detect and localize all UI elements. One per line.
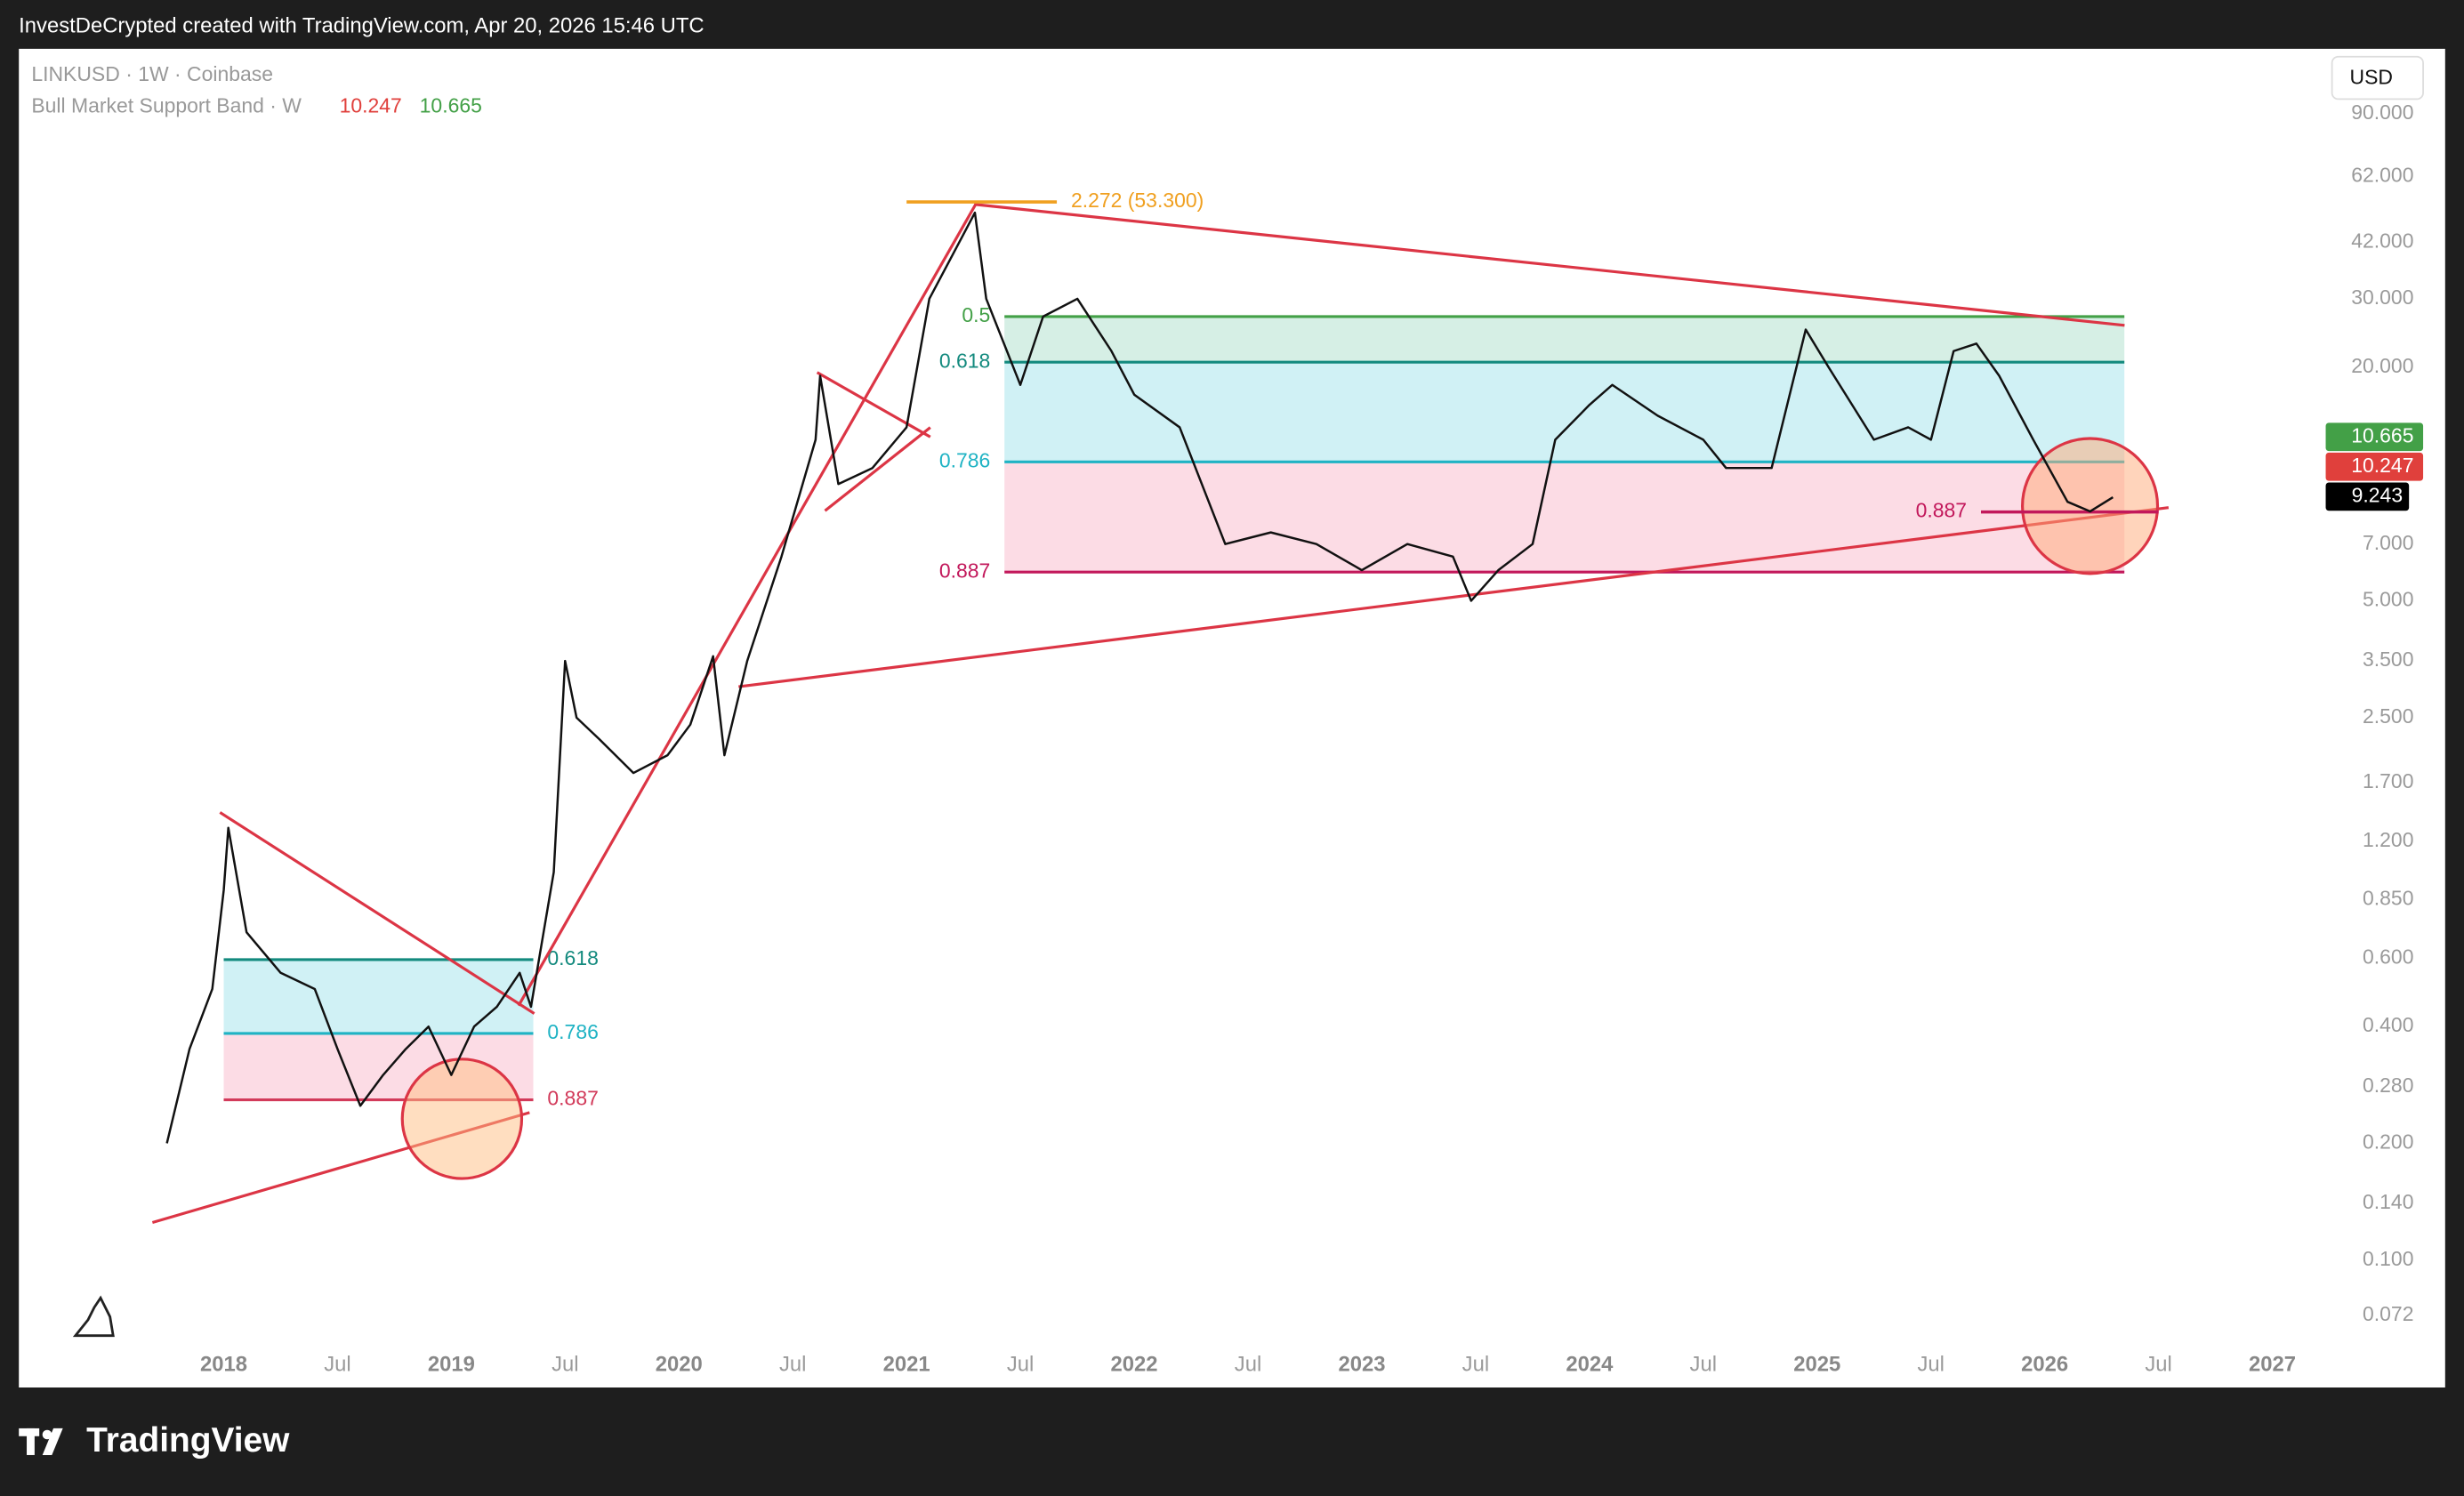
x-tick-label: Jul [1007, 1353, 1034, 1377]
x-tick-label: Jul [1462, 1353, 1489, 1377]
trendlines [151, 200, 2170, 1225]
y-tick-label: 30.000 [2351, 286, 2413, 309]
currency-button[interactable] [2331, 55, 2424, 101]
trendline [824, 426, 931, 512]
y-tick-label: 2.500 [2363, 704, 2413, 728]
fib-label: 0.786 [939, 448, 990, 471]
fib-label: 0.887 [547, 1087, 598, 1110]
x-tick-label: Jul [552, 1353, 578, 1377]
price-badge-text: 9.243 [2352, 483, 2403, 506]
x-tick-label: Jul [2145, 1353, 2171, 1377]
y-tick-label: 20.000 [2351, 354, 2413, 377]
fib-band [223, 959, 534, 1034]
y-tick-label: 0.600 [2363, 945, 2413, 968]
x-tick-label: 2022 [1111, 1353, 1158, 1377]
y-tick-label: 90.000 [2351, 101, 2413, 124]
price-badge-text: 10.665 [2351, 423, 2413, 446]
x-tick-label: Jul [779, 1353, 806, 1377]
header-text: InvestDeCrypted created with TradingView… [19, 13, 704, 37]
symbol-label: LINKUSD · 1W · Coinbase [31, 62, 273, 85]
price-badge [2325, 482, 2410, 511]
currency-label[interactable]: USD [2350, 65, 2393, 88]
chart-panel [19, 48, 2445, 1387]
y-tick-label: 7.000 [2363, 531, 2413, 554]
price-badge [2325, 422, 2424, 452]
indicator-value: 10.247 [340, 93, 402, 117]
x-tick-label: 2026 [2021, 1353, 2068, 1377]
tv-logo-icon [19, 1428, 63, 1455]
x-tick-label: Jul [1917, 1353, 1944, 1377]
indicator-label: Bull Market Support Band · W [31, 93, 302, 117]
price-badge [2325, 452, 2424, 481]
level-label: 2.272 (53.300) [1071, 189, 1204, 212]
level-label: 0.887 [1916, 499, 1967, 522]
trendline [738, 506, 2170, 688]
y-tick-label: 1.200 [2363, 828, 2413, 851]
y-tick-label: 1.700 [2363, 769, 2413, 792]
fib-band [1004, 316, 2125, 363]
x-tick-label: 2021 [883, 1353, 930, 1377]
x-tick-label: 2018 [200, 1353, 247, 1377]
fib-band [1004, 362, 2125, 462]
x-tick-label: Jul [1235, 1353, 1261, 1377]
plot: 90.000 62.000 42.000 30.000 20.000 7.000 5.000… [165, 101, 2413, 1377]
tv-watermark [72, 1295, 115, 1338]
logo-part [42, 1428, 63, 1455]
price-badge-text: 10.247 [2351, 454, 2413, 477]
fib-label: 0.5 [962, 303, 990, 326]
y-tick-label: 0.280 [2363, 1074, 2413, 1097]
x-tick-label: 2020 [656, 1353, 703, 1377]
fib-band [1004, 462, 2125, 573]
x-tick-label: 2024 [1566, 1353, 1614, 1377]
x-tick-label: Jul [324, 1353, 350, 1377]
fib-label: 0.618 [939, 349, 990, 372]
y-tick-label: 42.000 [2351, 229, 2413, 252]
fib-label: 0.786 [547, 1020, 598, 1043]
fib-label: 0.887 [939, 559, 990, 582]
y-tick-label: 0.140 [2363, 1190, 2413, 1213]
y-tick-label: 0.100 [2363, 1247, 2413, 1270]
y-tick-label: 0.850 [2363, 886, 2413, 909]
x-tick-label: Jul [1690, 1353, 1717, 1377]
trendline [816, 371, 931, 438]
x-tick-label: 2019 [428, 1353, 475, 1377]
logo-part [27, 1428, 35, 1455]
y-tick-label: 5.000 [2363, 588, 2413, 611]
x-tick-label: 2027 [2249, 1353, 2296, 1377]
x-tick-label: 2023 [1338, 1353, 1385, 1377]
trendline [219, 811, 535, 1015]
logo-part [42, 1429, 52, 1440]
y-tick-label: 0.200 [2363, 1130, 2413, 1154]
trendline [517, 200, 979, 1007]
y-tick-label: 0.072 [2363, 1302, 2413, 1325]
brand: TradingView [86, 1421, 290, 1460]
indicator-value: 10.665 [420, 93, 482, 117]
y-tick-label: 62.000 [2351, 163, 2413, 186]
y-tick-label: 0.400 [2363, 1013, 2413, 1036]
trendline [974, 203, 2125, 327]
highlight-circle [400, 1058, 524, 1180]
y-tick-label: 3.500 [2363, 647, 2413, 671]
x-tick-label: 2025 [1793, 1353, 1840, 1377]
fib-label: 0.618 [547, 946, 598, 969]
price-line [165, 211, 2114, 1144]
highlight-circle [2021, 437, 2160, 575]
